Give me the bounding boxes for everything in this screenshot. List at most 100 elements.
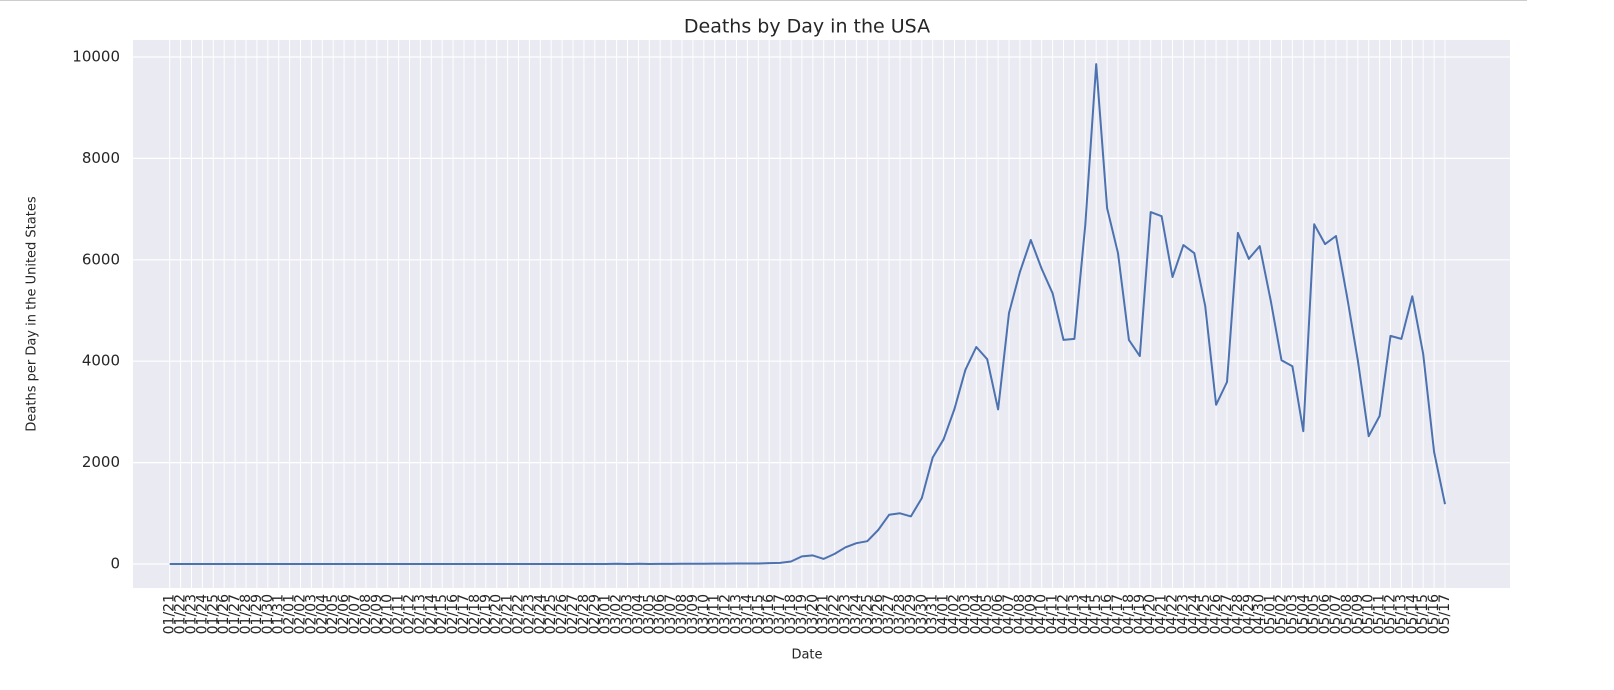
x-tick-label: 03/09 bbox=[685, 594, 701, 634]
x-tick-label: 02/03 bbox=[303, 594, 319, 634]
y-axis-label: Deaths per Day in the United States bbox=[25, 196, 40, 431]
x-tick-label: 04/05 bbox=[979, 594, 995, 634]
x-tick-label: 05/03 bbox=[1284, 594, 1300, 634]
x-tick-label: 01/22 bbox=[173, 594, 189, 634]
x-tick-label: 01/25 bbox=[205, 594, 221, 634]
x-tick-label: 03/26 bbox=[870, 594, 886, 634]
x-tick-label: 04/29 bbox=[1241, 594, 1257, 634]
x-tick-label: 05/10 bbox=[1361, 594, 1377, 634]
x-tick-label: 04/01 bbox=[936, 594, 952, 634]
x-tick-label: 03/11 bbox=[707, 594, 723, 634]
x-tick-label: 03/14 bbox=[739, 594, 755, 634]
x-tick-label: 05/16 bbox=[1426, 594, 1442, 634]
x-tick-label: 02/11 bbox=[391, 594, 407, 634]
x-tick-label: 03/18 bbox=[783, 594, 799, 634]
x-tick-label: 02/14 bbox=[423, 594, 439, 634]
x-tick-label: 02/27 bbox=[565, 594, 581, 634]
x-tick-label: 02/23 bbox=[521, 594, 537, 634]
x-tick-label: 03/24 bbox=[848, 594, 864, 634]
x-tick-label: 04/28 bbox=[1230, 594, 1246, 634]
x-tick-label: 02/24 bbox=[532, 594, 548, 634]
x-tick-label: 05/09 bbox=[1350, 594, 1366, 634]
x-tick-label: 04/26 bbox=[1208, 594, 1224, 634]
y-tick-label: 6000 bbox=[82, 250, 120, 268]
x-tick-label: 04/08 bbox=[1012, 594, 1028, 634]
x-tick-label: 02/21 bbox=[500, 594, 516, 634]
x-tick-label: 03/22 bbox=[827, 594, 843, 634]
x-tick-label: 04/16 bbox=[1099, 594, 1115, 634]
x-tick-label: 03/04 bbox=[630, 594, 646, 634]
x-tick-label: 01/30 bbox=[260, 594, 276, 634]
x-tick-label: 05/08 bbox=[1339, 594, 1355, 634]
chart-title: Deaths by Day in the USA bbox=[684, 16, 930, 38]
x-tick-label: 02/20 bbox=[489, 594, 505, 634]
x-tick-label: 03/23 bbox=[838, 594, 854, 634]
x-tick-label: 04/25 bbox=[1197, 594, 1213, 634]
x-tick-label: 01/26 bbox=[216, 594, 232, 634]
x-tick-label: 04/13 bbox=[1066, 594, 1082, 634]
x-tick-label: 02/05 bbox=[325, 594, 341, 634]
x-tick-label: 03/12 bbox=[718, 594, 734, 634]
x-tick-label: 05/04 bbox=[1295, 594, 1311, 634]
y-tick-label: 4000 bbox=[82, 352, 120, 370]
x-tick-label: 04/30 bbox=[1252, 594, 1268, 634]
x-tick-label: 04/21 bbox=[1154, 594, 1170, 634]
x-tick-label: 02/18 bbox=[467, 594, 483, 634]
data-line bbox=[169, 63, 1446, 565]
x-axis-label: Date bbox=[791, 648, 822, 663]
x-tick-label: 01/24 bbox=[194, 594, 210, 634]
x-tick-label: 02/09 bbox=[369, 594, 385, 634]
x-tick-label: 04/20 bbox=[1143, 594, 1159, 634]
x-tick-label: 02/02 bbox=[293, 594, 309, 634]
x-tick-label: 05/05 bbox=[1306, 594, 1322, 634]
x-tick-label: 05/12 bbox=[1383, 594, 1399, 634]
x-tick-label: 03/02 bbox=[609, 594, 625, 634]
x-tick-label: 05/17 bbox=[1437, 594, 1453, 634]
x-tick-label: 02/08 bbox=[358, 594, 374, 634]
x-tick-label: 03/21 bbox=[816, 594, 832, 634]
x-tick-label: 02/13 bbox=[412, 594, 428, 634]
x-tick-label: 03/28 bbox=[892, 594, 908, 634]
x-tick-label: 02/12 bbox=[402, 594, 418, 634]
x-tick-label: 04/27 bbox=[1219, 594, 1235, 634]
x-tick-label: 05/01 bbox=[1263, 594, 1279, 634]
x-tick-label: 03/20 bbox=[805, 594, 821, 634]
x-tick-label: 01/29 bbox=[249, 594, 265, 634]
x-tick-label: 04/09 bbox=[1023, 594, 1039, 634]
x-tick-label: 02/19 bbox=[478, 594, 494, 634]
x-tick-label: 03/10 bbox=[696, 594, 712, 634]
x-tick-label: 01/21 bbox=[162, 594, 178, 634]
x-tick-label: 01/23 bbox=[184, 594, 200, 634]
x-tick-label: 03/19 bbox=[794, 594, 810, 634]
x-tick-label: 05/07 bbox=[1328, 594, 1344, 634]
x-tick-label: 02/16 bbox=[445, 594, 461, 634]
x-tick-label: 02/15 bbox=[434, 594, 450, 634]
x-tick-label: 05/15 bbox=[1415, 594, 1431, 634]
x-tick-label: 02/04 bbox=[314, 594, 330, 634]
x-tick-label: 04/11 bbox=[1045, 594, 1061, 634]
x-tick-label: 04/10 bbox=[1034, 594, 1050, 634]
x-tick-label: 02/22 bbox=[511, 594, 527, 634]
x-tick-label: 03/13 bbox=[729, 594, 745, 634]
x-tick-label: 03/17 bbox=[772, 594, 788, 634]
x-tick-label: 04/22 bbox=[1165, 594, 1181, 634]
y-tick-label: 10000 bbox=[72, 47, 120, 65]
x-tick-label: 02/07 bbox=[347, 594, 363, 634]
x-tick-label: 05/02 bbox=[1274, 594, 1290, 634]
x-tick-label: 03/16 bbox=[761, 594, 777, 634]
x-tick-label: 02/25 bbox=[543, 594, 559, 634]
x-tick-label: 04/07 bbox=[1001, 594, 1017, 634]
x-tick-label: 01/28 bbox=[238, 594, 254, 634]
x-tick-label: 05/14 bbox=[1404, 594, 1420, 634]
x-tick-label: 04/14 bbox=[1077, 594, 1093, 634]
x-tick-label: 02/01 bbox=[282, 594, 298, 634]
x-tick-label: 03/05 bbox=[641, 594, 657, 634]
x-tick-label: 03/25 bbox=[859, 594, 875, 634]
x-tick-label: 04/02 bbox=[947, 594, 963, 634]
plot-area bbox=[133, 40, 1510, 588]
y-tick-label: 8000 bbox=[82, 149, 120, 167]
x-tick-label: 01/27 bbox=[227, 594, 243, 634]
x-tick-label: 03/31 bbox=[925, 594, 941, 634]
x-tick-label: 04/17 bbox=[1110, 594, 1126, 634]
